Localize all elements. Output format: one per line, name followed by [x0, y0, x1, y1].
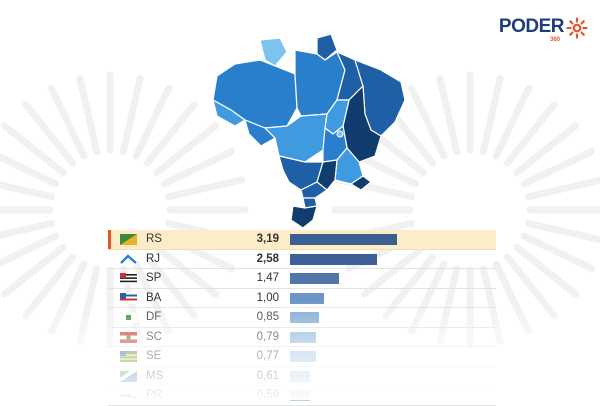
- value-bar: [290, 234, 397, 245]
- value-bar: [290, 312, 319, 323]
- value-bar: [290, 351, 316, 362]
- state-flag-icon: [120, 370, 137, 382]
- state-flag-icon: [120, 312, 137, 323]
- map-region-rio: [350, 175, 372, 191]
- map-region-federal-district: [336, 130, 344, 138]
- ranking-row: SE 0,77: [108, 347, 496, 367]
- brazil-choropleth-map: [212, 33, 406, 229]
- state-flag-icon: [120, 253, 137, 265]
- poder360-logo: PODER 360: [498, 16, 588, 43]
- state-ranking-table: RS 3,19 RJ 2,58 SP 1,47 BA 1,00 DF 0,85 SC 0,79 SE 0,…: [108, 230, 496, 406]
- state-code-label: MS: [146, 369, 164, 382]
- value-label: 3,19: [256, 233, 279, 245]
- state-flag-icon: [120, 351, 137, 362]
- value-label: 1,47: [256, 272, 279, 284]
- ranking-row: MS 0,61: [108, 367, 496, 386]
- state-code-label: RJ: [146, 252, 161, 265]
- value-bar: [290, 273, 340, 284]
- map-region-rondonia: [244, 119, 276, 147]
- value-label: 0,59: [256, 389, 279, 401]
- sunburst-rays: [331, 71, 600, 349]
- map-region-parana: [300, 181, 328, 199]
- ranking-row: SC 0,79: [108, 328, 496, 347]
- state-flag-icon: [120, 273, 137, 284]
- map-region-amapa: [316, 33, 338, 61]
- state-code-label: DF: [146, 311, 162, 323]
- value-label: 0,77: [256, 350, 279, 362]
- state-flag-icon: [120, 390, 137, 401]
- logo-360-label: 360: [549, 37, 560, 43]
- value-bar: [290, 331, 317, 343]
- state-code-label: SC: [146, 330, 162, 343]
- highlight-marker: [108, 230, 111, 249]
- state-flag-icon: [120, 331, 137, 343]
- value-label: 0,85: [256, 311, 279, 323]
- ranking-row: DF 0,85: [108, 308, 496, 328]
- map-region-acre: [212, 99, 246, 127]
- state-code-label: SE: [146, 350, 162, 362]
- value-bar: [290, 370, 311, 382]
- state-code-label: SP: [146, 272, 162, 284]
- state-code-label: BA: [146, 291, 162, 304]
- state-code-label: RS: [146, 233, 162, 245]
- map-region-rio-grande-do-sul: [290, 205, 318, 229]
- value-label: 0,79: [256, 330, 279, 343]
- value-bar: [290, 390, 310, 401]
- state-flag-icon: [120, 292, 137, 304]
- map-region-roraima: [259, 37, 288, 67]
- state-code-label: PR: [146, 389, 162, 401]
- state-flag-icon: [120, 234, 137, 245]
- value-label: 0,61: [256, 369, 279, 382]
- sunburst-rays: [0, 71, 249, 349]
- logo-wordmark: PODER: [498, 16, 565, 37]
- ranking-row: RJ 2,58: [108, 250, 496, 269]
- value-label: 2,58: [256, 252, 279, 265]
- ranking-row: SP 1,47: [108, 269, 496, 289]
- value-bar: [290, 292, 324, 304]
- ranking-row: BA 1,00: [108, 289, 496, 308]
- sun-logo-icon: [566, 17, 588, 39]
- value-bar: [290, 253, 377, 265]
- ranking-row: RS 3,19: [108, 230, 496, 250]
- ranking-row: PR 0,59: [108, 386, 496, 406]
- value-label: 1,00: [256, 291, 279, 304]
